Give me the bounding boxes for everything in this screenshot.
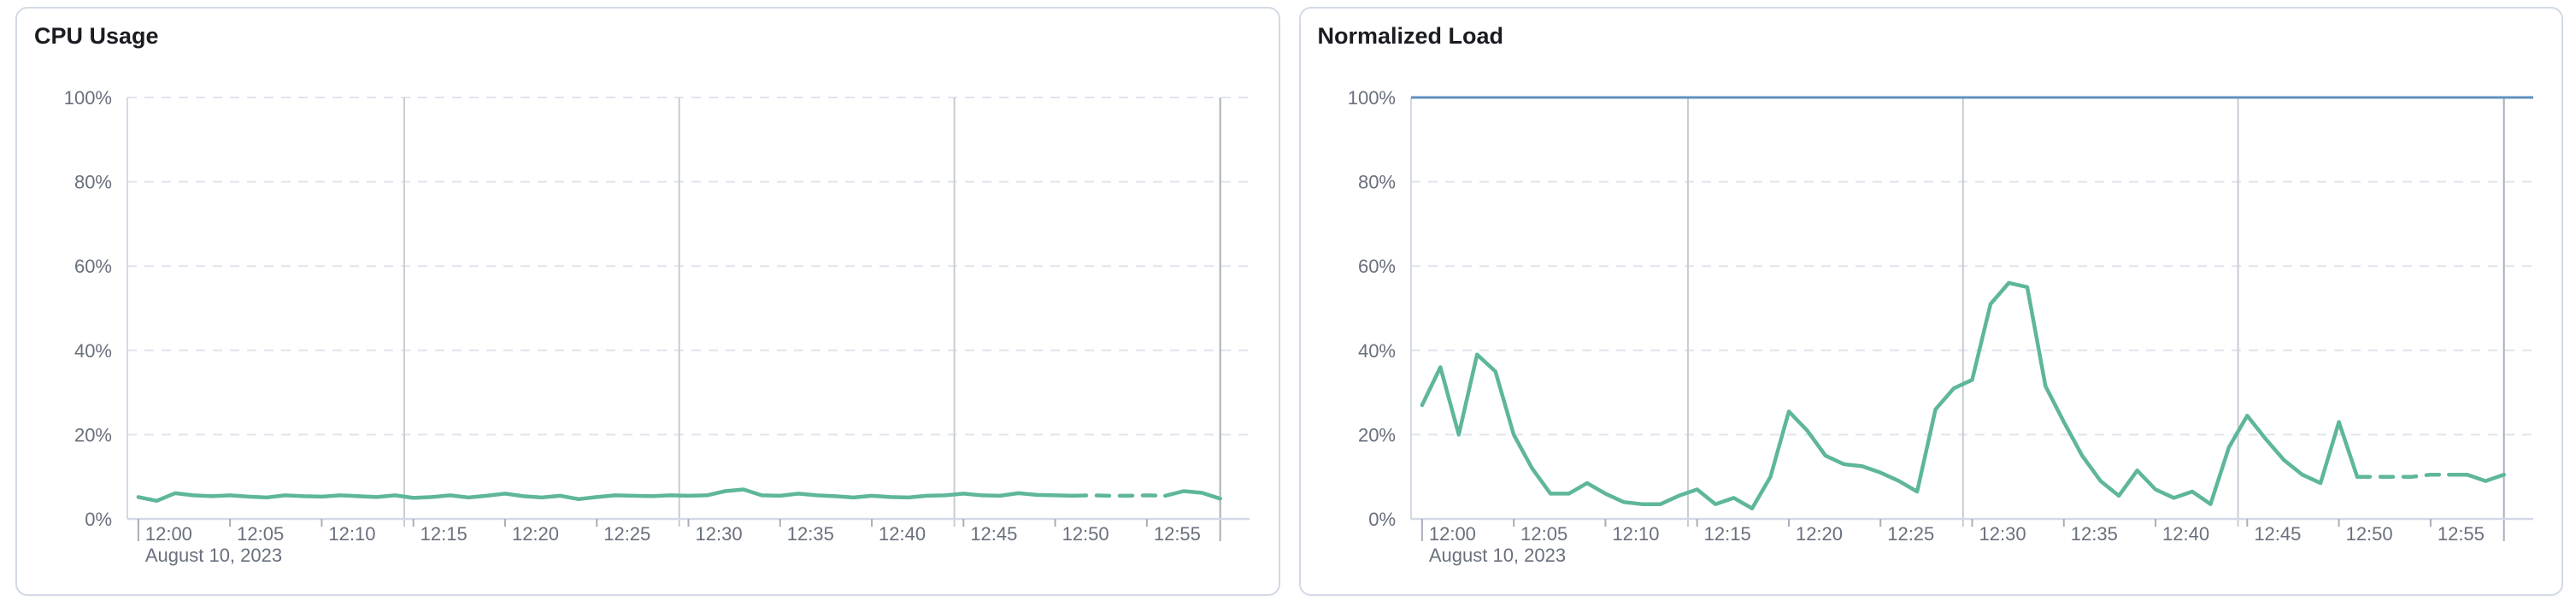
svg-text:20%: 20% [1357,424,1395,445]
svg-text:80%: 80% [74,172,112,193]
x-axis-date-label: August 10, 2023 [1428,545,1565,566]
svg-text:12:45: 12:45 [970,523,1017,545]
svg-text:12:00: 12:00 [1428,523,1475,545]
svg-text:80%: 80% [1357,172,1395,193]
x-axis-date-label: August 10, 2023 [145,545,282,566]
svg-text:60%: 60% [74,256,112,277]
svg-text:12:25: 12:25 [1887,523,1934,545]
svg-text:12:20: 12:20 [512,523,559,545]
svg-text:12:50: 12:50 [2345,523,2392,545]
cpu-usage-panel-title: CPU Usage [34,23,159,49]
normalized-load-line-tail [2446,472,2506,483]
x-axis-ticks [137,519,1148,541]
svg-text:12:15: 12:15 [1703,523,1750,545]
cpu-usage-line [136,487,1076,504]
svg-text:12:30: 12:30 [1979,523,2026,545]
cpu-usage-panel: CPU Usage 0% 20% 40% 60% 80% 100% 12:00 12:05 12… [15,7,1280,596]
svg-text:100%: 100% [1347,87,1395,109]
svg-text:12:00: 12:00 [145,523,192,545]
svg-text:12:55: 12:55 [2437,523,2484,545]
svg-text:12:35: 12:35 [787,523,834,545]
x-axis-labels: 12:00 12:05 12:10 12:15 12:20 12:25 12:30 12:35… [145,523,1201,545]
cpu-usage-line-tail [1163,489,1222,501]
svg-text:40%: 40% [74,340,112,362]
normalized-load-panel-title: Normalized Load [1317,23,1504,49]
svg-text:12:05: 12:05 [1520,523,1567,545]
svg-text:60%: 60% [1357,256,1395,277]
svg-text:12:25: 12:25 [603,523,650,545]
svg-text:12:45: 12:45 [2254,523,2301,545]
horizontal-gridlines [127,97,1250,436]
normalized-load-panel: Normalized Load 0% 20% 40% 60% 80% 100% 12:00 1… [1298,7,2563,596]
svg-text:12:50: 12:50 [1062,523,1109,545]
x-axis-labels: 12:00 12:05 12:10 12:15 12:20 12:25 12:30 12:35… [1428,523,2484,545]
cpu-usage-chart[interactable]: 0% 20% 40% 60% 80% 100% 12:00 12:05 12:10 12:15 12… [17,9,1279,594]
svg-text:100%: 100% [64,87,112,109]
vertical-gridlines [403,97,956,527]
x-axis-ticks [1420,519,2432,541]
svg-text:12:30: 12:30 [696,523,743,545]
normalized-load-line-dashed [2355,472,2451,479]
vertical-gridlines [1686,97,2239,527]
svg-text:12:10: 12:10 [1612,523,1659,545]
svg-text:12:40: 12:40 [879,523,926,545]
svg-text:12:10: 12:10 [328,523,375,545]
horizontal-gridlines [1410,180,2533,436]
svg-text:0%: 0% [1368,509,1396,530]
y-axis-labels: 0% 20% 40% 60% 80% 100% [64,87,112,530]
cpu-usage-line-dashed [1071,493,1167,498]
svg-text:20%: 20% [74,424,112,445]
svg-text:12:15: 12:15 [421,523,468,545]
svg-text:40%: 40% [1357,340,1395,362]
svg-text:12:55: 12:55 [1154,523,1201,545]
svg-text:0%: 0% [85,509,112,530]
svg-text:12:20: 12:20 [1795,523,1842,545]
cpu-usage-plot: 0%20%40%60%80%100%12:00 12:05 12:10 12:15 12… [64,87,1250,566]
normalized-load-chart[interactable]: 0% 20% 40% 60% 80% 100% 12:00 12:05 12:10 12:15 12… [1301,9,2562,594]
svg-text:12:05: 12:05 [237,523,284,545]
svg-text:12:40: 12:40 [2162,523,2209,545]
normalized-load-plot: 0%20%40%60%80%100%12:00 12:05 12:10 12:15 12… [1347,87,2533,566]
svg-text:12:35: 12:35 [2070,523,2117,545]
normalized-load-line [1420,280,2359,510]
y-axis-labels: 0% 20% 40% 60% 80% 100% [1347,87,1395,530]
